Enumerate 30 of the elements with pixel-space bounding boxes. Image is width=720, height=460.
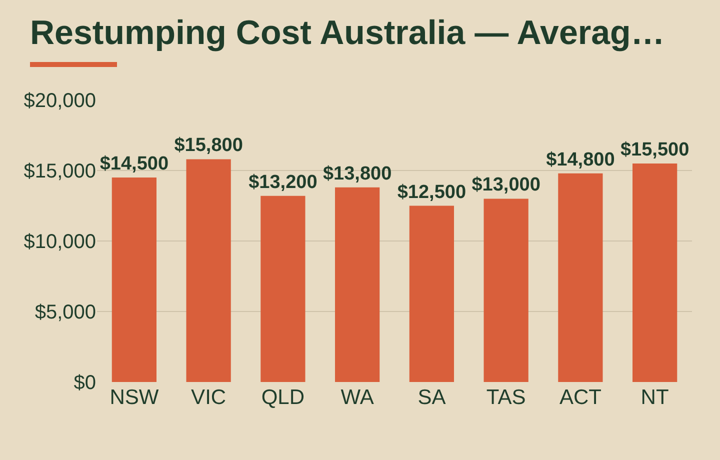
- bar: [632, 163, 678, 382]
- data-label: $13,800: [322, 163, 392, 184]
- data-label: $12,500: [397, 182, 466, 203]
- bar: [186, 159, 231, 382]
- data-label: $15,800: [174, 135, 243, 156]
- y-tick-label: $20,000: [24, 90, 96, 112]
- data-label: $14,500: [100, 154, 169, 175]
- y-tick-label: $10,000: [24, 231, 96, 253]
- x-tick-label: WA: [340, 386, 374, 409]
- y-tick-label: $15,000: [24, 160, 96, 182]
- bar: [409, 206, 454, 382]
- x-tick-label: NSW: [110, 386, 159, 409]
- chart-title: Restumping Cost Australia — Averag…: [30, 14, 665, 53]
- data-label: $13,000: [472, 174, 540, 196]
- bar: [558, 173, 603, 382]
- x-tick-label: VIC: [191, 386, 226, 409]
- data-label: $13,200: [248, 172, 318, 193]
- y-tick-label: $0: [74, 372, 96, 394]
- data-label: $15,500: [620, 139, 690, 160]
- bar: [335, 187, 380, 382]
- bar: [484, 198, 528, 382]
- bar: [260, 196, 306, 382]
- x-tick-label: NT: [640, 386, 669, 409]
- x-tick-label: SA: [418, 386, 446, 409]
- x-tick-label: QLD: [261, 386, 305, 409]
- x-tick-label: TAS: [486, 386, 526, 409]
- bar: [112, 178, 156, 382]
- data-label: $14,800: [546, 149, 615, 170]
- x-tick-label: ACT: [559, 386, 602, 409]
- y-tick-label: $5,000: [34, 302, 96, 324]
